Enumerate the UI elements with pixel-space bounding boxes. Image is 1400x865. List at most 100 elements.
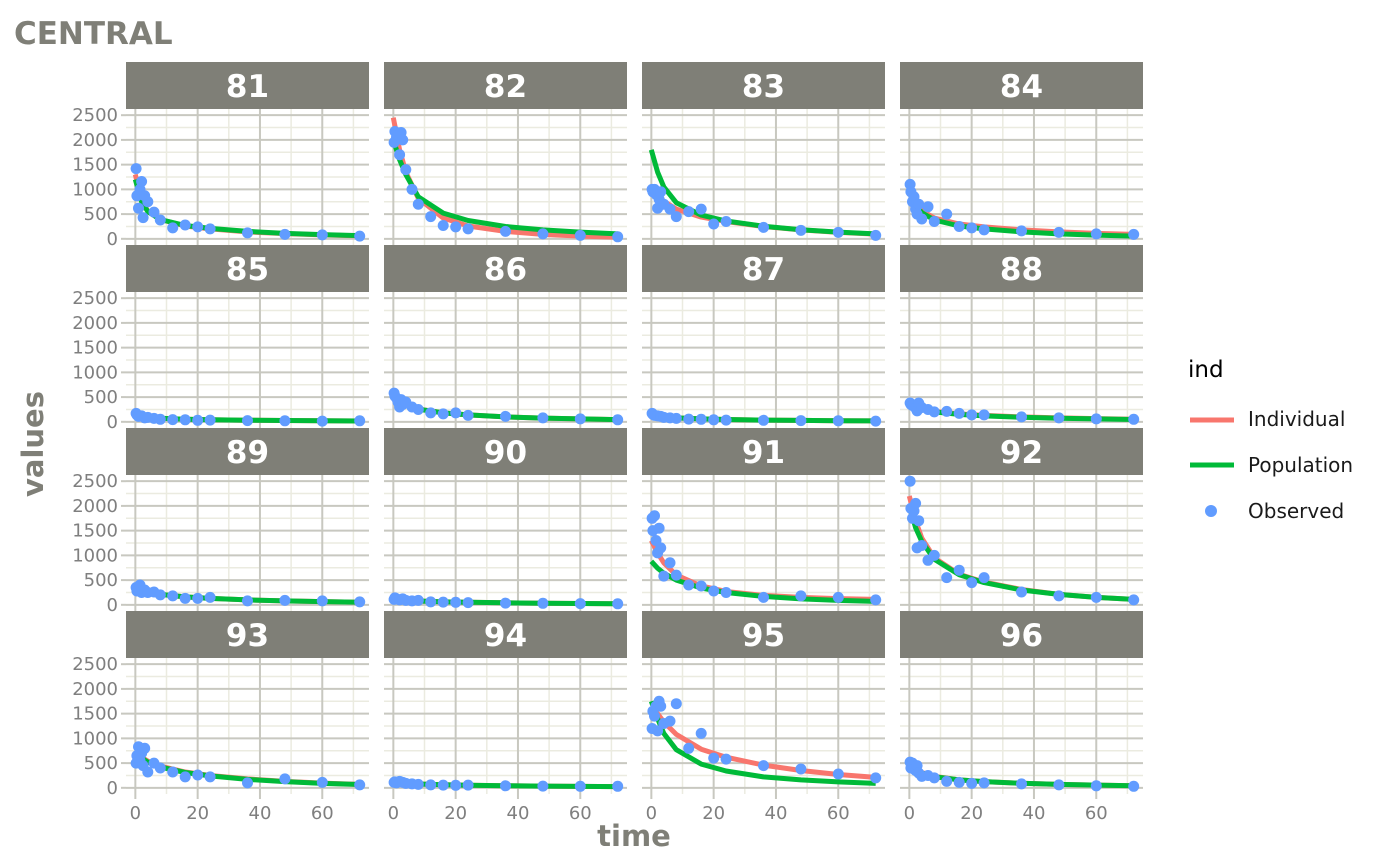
observed-point <box>708 752 720 764</box>
panel-83: 83 <box>642 62 885 250</box>
observed-point <box>167 414 179 426</box>
x-tick-label: 20 <box>960 803 983 824</box>
observed-point <box>425 596 437 608</box>
strip <box>900 245 1143 292</box>
strip-label: 89 <box>226 435 269 471</box>
observed-point <box>500 597 511 609</box>
observed-point <box>928 549 940 561</box>
observed-point <box>192 221 204 233</box>
observed-point <box>695 203 707 215</box>
observed-point <box>870 415 882 427</box>
panel-84: 84 <box>900 62 1143 250</box>
panel-90: 90 <box>384 428 627 616</box>
strip-label: 87 <box>742 252 785 288</box>
observed-point <box>720 753 732 765</box>
observed-point <box>649 510 660 522</box>
observed-point <box>941 572 953 584</box>
y-tick-label: 500 <box>84 387 118 408</box>
y-tick-label: 500 <box>84 570 118 591</box>
y-tick-label: 2500 <box>72 654 118 675</box>
strip-label: 81 <box>226 69 269 105</box>
strip <box>384 62 627 109</box>
observed-point <box>910 497 922 509</box>
observed-point <box>953 407 965 419</box>
panel-88: 88 <box>900 245 1143 433</box>
observed-point <box>612 231 624 243</box>
observed-point <box>612 598 624 610</box>
observed-point <box>167 766 179 778</box>
observed-point <box>664 203 676 215</box>
x-tick-label: 60 <box>1085 803 1108 824</box>
observed-point <box>978 572 990 584</box>
observed-point <box>154 589 166 601</box>
observed-point <box>450 779 462 791</box>
observed-point <box>279 415 291 427</box>
x-tick-label: 40 <box>507 803 530 824</box>
y-tick-label: 1000 <box>72 728 118 749</box>
observed-point <box>412 778 424 790</box>
observed-point <box>870 229 882 241</box>
panel-92: 92 <box>900 428 1143 616</box>
observed-point <box>655 542 667 554</box>
x-tick-label: 40 <box>765 803 788 824</box>
observed-point <box>500 410 511 422</box>
observed-point <box>953 776 965 788</box>
observed-point <box>652 725 664 737</box>
observed-point <box>137 212 149 224</box>
x-tick-label: 20 <box>702 803 725 824</box>
observed-point <box>437 408 449 420</box>
observed-point <box>412 404 424 415</box>
observed-point <box>1053 412 1065 424</box>
observed-point <box>154 214 166 226</box>
strip <box>126 62 369 109</box>
observed-point <box>437 220 449 231</box>
strip <box>642 428 885 475</box>
y-tick-label: 500 <box>84 204 118 225</box>
panel-85: 85 0 500 1000 1500 2000 2500 <box>72 245 369 433</box>
strip-label: 84 <box>1000 69 1043 105</box>
observed-point <box>1016 225 1027 237</box>
strip-label: 95 <box>742 618 785 654</box>
observed-point <box>870 772 882 784</box>
panel-86: 86 <box>384 245 627 433</box>
observed-point <box>397 134 409 146</box>
y-tick-label: 0 <box>107 229 118 250</box>
y-tick-label: 1500 <box>72 338 118 359</box>
panel-87: 87 <box>642 245 885 433</box>
observed-point <box>870 594 882 606</box>
legend-key-observed <box>1205 505 1217 517</box>
observed-point <box>133 202 144 214</box>
observed-point <box>1090 591 1102 603</box>
y-tick-label: 2000 <box>72 313 118 334</box>
observed-point <box>913 198 925 210</box>
strip <box>642 245 885 292</box>
observed-point <box>354 596 366 608</box>
observed-point <box>708 585 720 597</box>
observed-point <box>941 405 953 417</box>
observed-point <box>412 198 424 210</box>
observed-point <box>928 406 940 418</box>
observed-point <box>966 577 978 589</box>
observed-point <box>204 223 216 235</box>
strip-label: 96 <box>1000 618 1043 654</box>
observed-point <box>142 196 154 208</box>
observed-point <box>354 415 366 427</box>
strip-label: 88 <box>1000 252 1043 288</box>
y-tick-label: 0 <box>107 778 118 799</box>
observed-point <box>832 768 844 780</box>
y-tick-label: 2500 <box>72 288 118 309</box>
observed-point <box>574 229 586 241</box>
strip-label: 82 <box>484 69 527 105</box>
observed-point <box>670 211 682 223</box>
observed-point <box>978 777 990 789</box>
legend-title: ind <box>1188 357 1224 383</box>
panel-96: 96 0 20 40 60 <box>900 611 1143 824</box>
observed-point <box>695 413 707 425</box>
strip-label: 86 <box>484 252 527 288</box>
observed-point <box>1090 780 1102 792</box>
x-tick-label: 40 <box>1023 803 1046 824</box>
observed-point <box>242 415 253 427</box>
y-tick-label: 1500 <box>72 155 118 176</box>
